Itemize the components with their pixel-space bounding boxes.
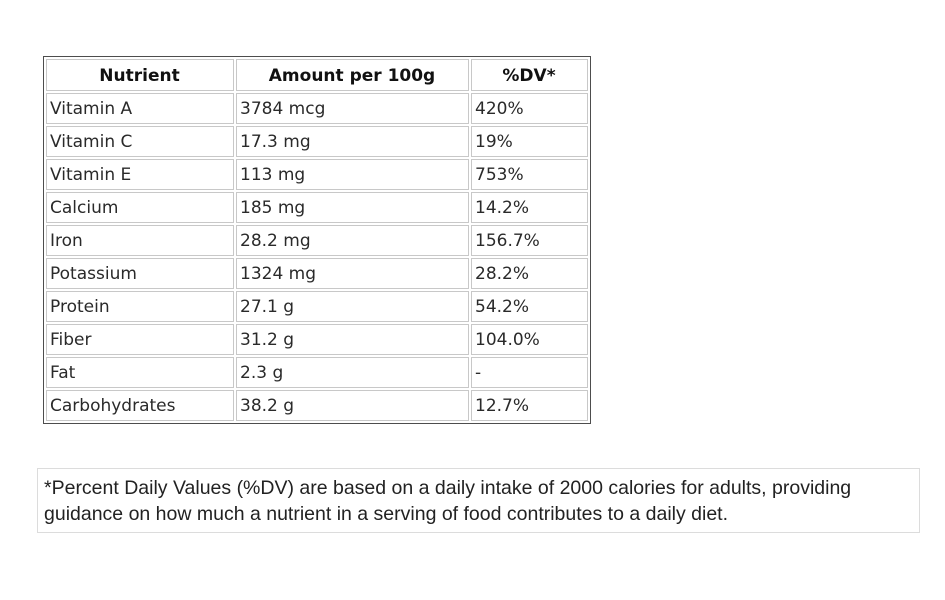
header-dv: %DV* [471, 59, 588, 91]
dv-cell: 104.0% [471, 324, 588, 355]
amount-cell: 27.1 g [236, 291, 469, 322]
amount-cell: 28.2 mg [236, 225, 469, 256]
amount-cell: 3784 mcg [236, 93, 469, 124]
table-row: Vitamin C 17.3 mg 19% [46, 126, 588, 157]
dv-cell: 753% [471, 159, 588, 190]
dv-cell: 19% [471, 126, 588, 157]
table-row: Potassium 1324 mg 28.2% [46, 258, 588, 289]
nutrient-cell: Iron [46, 225, 234, 256]
amount-cell: 17.3 mg [236, 126, 469, 157]
dv-cell: - [471, 357, 588, 388]
table-row: Vitamin E 113 mg 753% [46, 159, 588, 190]
nutrient-cell: Vitamin E [46, 159, 234, 190]
amount-cell: 31.2 g [236, 324, 469, 355]
table-row: Protein 27.1 g 54.2% [46, 291, 588, 322]
nutrition-table: Nutrient Amount per 100g %DV* Vitamin A … [43, 56, 591, 424]
nutrient-cell: Fiber [46, 324, 234, 355]
nutrient-cell: Calcium [46, 192, 234, 223]
header-row: Nutrient Amount per 100g %DV* [46, 59, 588, 91]
table-row: Vitamin A 3784 mcg 420% [46, 93, 588, 124]
table-row: Calcium 185 mg 14.2% [46, 192, 588, 223]
nutrient-cell: Protein [46, 291, 234, 322]
dv-cell: 14.2% [471, 192, 588, 223]
amount-cell: 38.2 g [236, 390, 469, 421]
table-row: Iron 28.2 mg 156.7% [46, 225, 588, 256]
dv-cell: 54.2% [471, 291, 588, 322]
dv-cell: 420% [471, 93, 588, 124]
dv-cell: 12.7% [471, 390, 588, 421]
table-row: Fiber 31.2 g 104.0% [46, 324, 588, 355]
header-nutrient: Nutrient [46, 59, 234, 91]
dv-cell: 156.7% [471, 225, 588, 256]
nutrient-cell: Fat [46, 357, 234, 388]
amount-cell: 1324 mg [236, 258, 469, 289]
dv-cell: 28.2% [471, 258, 588, 289]
table-row: Carbohydrates 38.2 g 12.7% [46, 390, 588, 421]
dv-footnote: *Percent Daily Values (%DV) are based on… [37, 468, 920, 533]
table-header: Nutrient Amount per 100g %DV* [46, 59, 588, 91]
amount-cell: 113 mg [236, 159, 469, 190]
table-body: Vitamin A 3784 mcg 420% Vitamin C 17.3 m… [46, 93, 588, 421]
header-amount: Amount per 100g [236, 59, 469, 91]
amount-cell: 2.3 g [236, 357, 469, 388]
nutrient-cell: Vitamin C [46, 126, 234, 157]
nutrient-cell: Potassium [46, 258, 234, 289]
nutrient-cell: Carbohydrates [46, 390, 234, 421]
amount-cell: 185 mg [236, 192, 469, 223]
table-row: Fat 2.3 g - [46, 357, 588, 388]
nutrient-cell: Vitamin A [46, 93, 234, 124]
